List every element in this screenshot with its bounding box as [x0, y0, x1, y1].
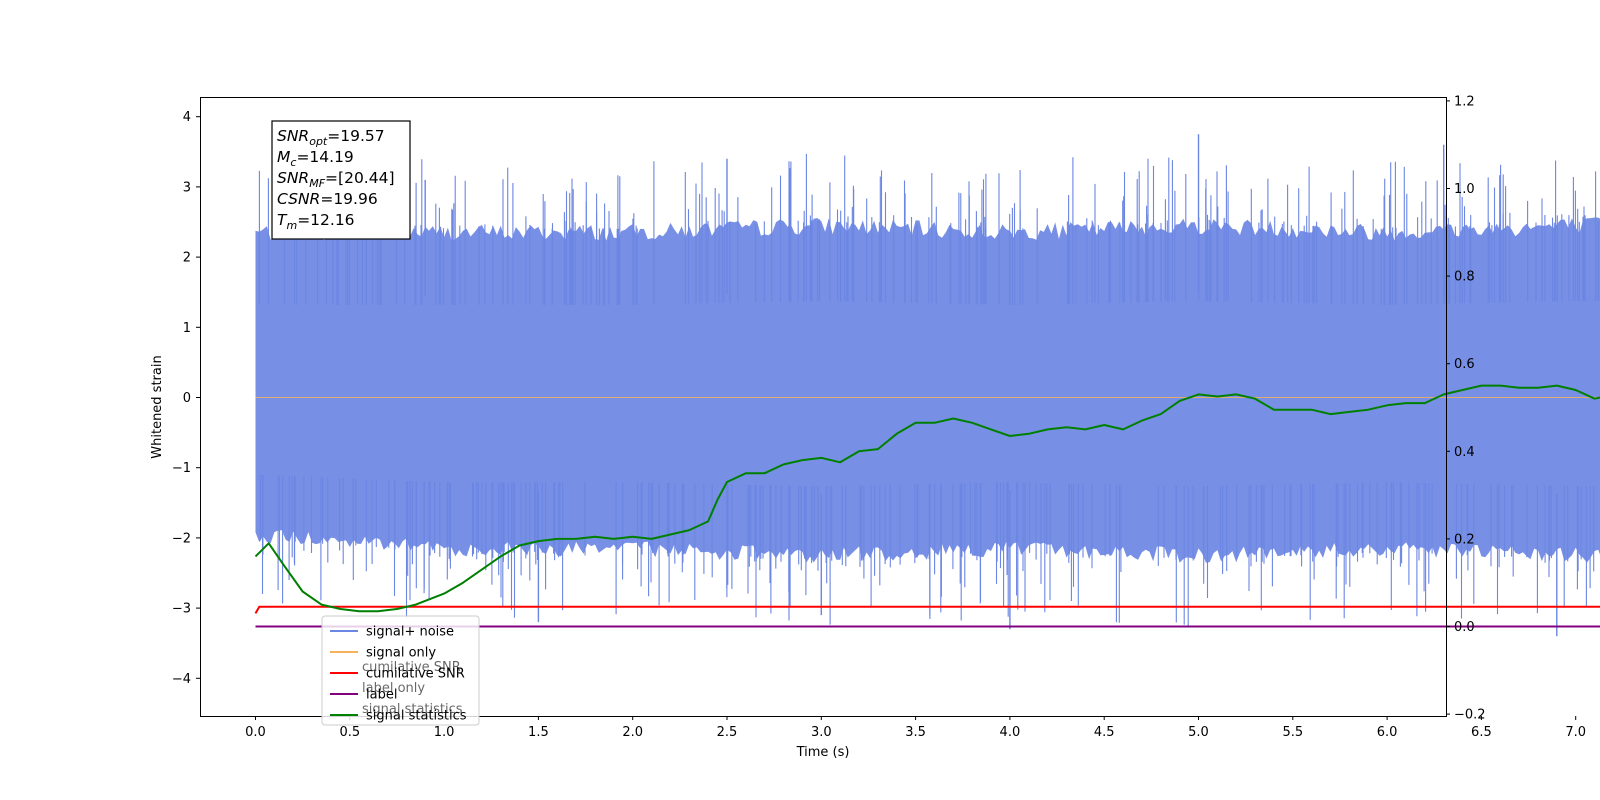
x-axis-ticks: 0.0 0.5 1.0 1.5 2.0 2.5 3.0 3.5 4.0 4.5 5.0 5.5 6.0 6… — [245, 716, 1586, 740]
y-axis-title: Whitened strain — [150, 355, 165, 458]
signal-only-line — [255, 396, 1600, 399]
x-tick-label: 3.5 — [905, 725, 926, 740]
y2-tick-label: 1.0 — [1454, 182, 1475, 197]
y2-tick-label: 0.2 — [1454, 532, 1475, 547]
x-tick-label: 0.0 — [245, 725, 266, 740]
x-tick-label: 6.5 — [1471, 725, 1492, 740]
x-tick-label: 2.5 — [717, 725, 738, 740]
legend-ghost-text: label only — [362, 681, 425, 696]
legend-ghost-text: signal statistics — [362, 702, 463, 717]
plot-frame — [200, 97, 1447, 717]
x-tick-label: 3.0 — [811, 725, 832, 740]
y2-axis-ticks: 1.2 1.0 0.8 0.6 0.4 0.2 0.0 −0.2 — [1446, 94, 1486, 723]
y2-tick-label: 1.2 — [1454, 94, 1475, 109]
x-tick-label: 5.0 — [1188, 725, 1209, 740]
x-tick-label: 1.5 — [528, 725, 549, 740]
annotation-line: Tm=12.16 — [277, 211, 355, 232]
y-tick-label: 1 — [183, 321, 191, 336]
x-tick-label: 1.0 — [434, 725, 455, 740]
signal-layer — [255, 396, 1600, 399]
noise-band-layer — [255, 134, 1600, 637]
x-tick-label: 5.5 — [1282, 725, 1303, 740]
right-axis-series-layer — [254, 384, 1600, 628]
legend-label: signal+ noise — [366, 625, 454, 640]
y2-tick-label: 0.0 — [1454, 620, 1475, 635]
y2-tick-label: 0.6 — [1454, 357, 1475, 372]
label-line — [255, 625, 1600, 628]
y-tick-label: 0 — [183, 391, 191, 406]
x-tick-label: 2.0 — [622, 725, 643, 740]
legend-label: label — [366, 688, 397, 703]
legend-ghost-text: cumilative SNR — [362, 660, 461, 675]
legend-frame — [321, 615, 480, 726]
stats-annotation-box: SNRopt=19.57Mc=14.19SNRMF=[20.44]CSNR=19… — [271, 120, 411, 240]
x-tick-label: 6.0 — [1377, 725, 1398, 740]
noise-band — [255, 217, 1600, 563]
y2-tick-label: 0.8 — [1454, 270, 1475, 285]
signal-statistics-line — [254, 384, 1600, 613]
y2-tick-label: 0.4 — [1454, 445, 1475, 460]
y-tick-label: 2 — [183, 251, 191, 266]
x-tick-label: 4.5 — [1094, 725, 1115, 740]
legend-label: cumilative SNR — [366, 667, 465, 682]
y-tick-label: −2 — [172, 531, 191, 546]
y-tick-label: 4 — [183, 110, 191, 125]
annotation-line: SNRopt=19.57 — [277, 127, 385, 148]
x-tick-label: 4.0 — [1000, 725, 1021, 740]
cumilative-snr-line — [254, 605, 1600, 614]
annotation-line: CSNR=19.96 — [277, 190, 378, 208]
legend-label: signal statistics — [366, 709, 467, 724]
y-axis-ticks: 4 3 2 1 0 −1 −2 −3 −4 — [172, 110, 200, 687]
x-tick-label: 7.0 — [1565, 725, 1586, 740]
y-tick-label: 3 — [183, 180, 191, 195]
x-tick-label: 0.5 — [339, 725, 360, 740]
x-axis-title: Time (s) — [796, 745, 850, 760]
y-tick-label: −4 — [172, 672, 191, 687]
y-tick-label: −3 — [172, 602, 191, 617]
annotation-line: Mc=14.19 — [277, 148, 354, 169]
y2-tick-label: −0.2 — [1454, 708, 1486, 723]
legend-label: signal only — [366, 646, 436, 661]
y-tick-label: −1 — [172, 461, 191, 476]
annotation-frame — [271, 120, 411, 240]
annotation-line: SNRMF=[20.44] — [277, 169, 395, 190]
